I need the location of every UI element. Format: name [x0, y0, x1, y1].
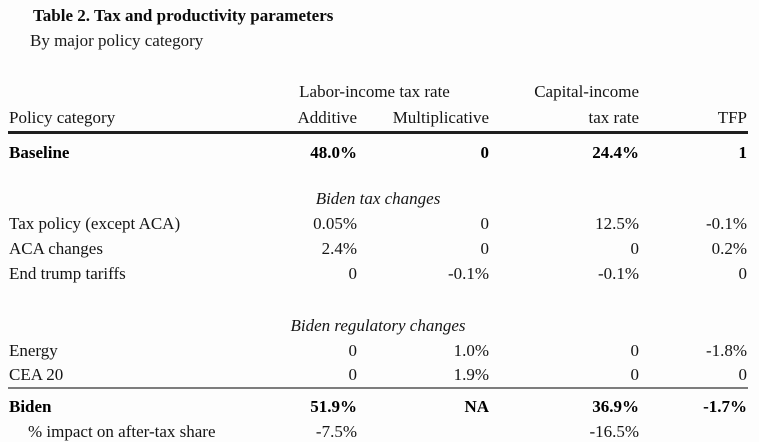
additive-cell: 0.05%: [313, 214, 357, 234]
additive-cell: 0: [348, 264, 358, 284]
table-row-cea-20: CEA 20 0 1.9% 0 0: [8, 361, 749, 389]
multiplicative-cell: -0.1%: [447, 264, 490, 284]
tfp-cell: 0: [640, 361, 749, 389]
capital-cell: 0: [490, 361, 641, 389]
additive-cell: 2.4%: [321, 239, 357, 259]
policy-category-header: Policy category: [8, 102, 280, 134]
table-row-impact-after-tax-share: % impact on after-tax share -7.5% -16.5%: [8, 417, 748, 442]
table-row-biden-total: Biden 51.9% NA 36.9% -1.7%: [8, 388, 748, 417]
additive-header: Additive: [280, 102, 358, 134]
empty-cell: [640, 74, 748, 102]
multiplicative-cell: 0: [480, 239, 490, 259]
tfp-cell: [640, 417, 748, 442]
tfp-cell: -1.8%: [705, 341, 748, 361]
tfp-cell: 1: [738, 143, 748, 163]
capital-cell: -16.5%: [589, 422, 640, 442]
capital-cell: 36.9%: [592, 397, 640, 417]
policy-cell: ACA changes: [9, 239, 103, 259]
tfp-cell: 0.2%: [711, 239, 748, 259]
table-row-baseline: Baseline 48.0% 0 24.4% 1: [8, 133, 748, 164]
multiplicative-cell: 1.0%: [453, 341, 490, 361]
additive-cell: 48.0%: [310, 143, 357, 163]
multiplicative-header: Multiplicative: [358, 102, 491, 134]
policy-cell: Energy: [9, 341, 58, 361]
tax-productivity-parameters-table: Labor-income tax rate Capital-income Pol…: [8, 74, 749, 442]
spacer-row: [8, 284, 748, 311]
policy-cell: Tax policy (except ACA): [9, 214, 181, 234]
additive-cell: 0: [348, 341, 358, 361]
section-row-biden-tax-changes: Biden tax changes: [8, 184, 748, 209]
multiplicative-cell: [358, 417, 490, 442]
capital-cell: 12.5%: [595, 214, 640, 234]
policy-cell: % impact on after-tax share: [28, 422, 216, 442]
policy-cell: End trump tariffs: [9, 264, 126, 284]
section-header: Biden regulatory changes: [290, 316, 466, 336]
additive-cell: -7.5%: [315, 422, 357, 442]
table-row-energy: Energy 0 1.0% 0 -1.8%: [8, 336, 748, 361]
capital-cell: -0.1%: [597, 264, 640, 284]
header-group-row: Labor-income tax rate Capital-income: [8, 74, 748, 102]
capital-cell: 0: [630, 341, 640, 361]
policy-cell: CEA 20: [8, 361, 280, 389]
tfp-header: TFP: [640, 102, 749, 134]
multiplicative-cell: 0: [480, 143, 490, 163]
multiplicative-cell: 0: [480, 214, 490, 234]
policy-cell: Biden: [9, 397, 52, 417]
capital-income-header-line2: tax rate: [490, 102, 641, 134]
table-title: Table 2. Tax and productivity parameters: [33, 6, 334, 25]
additive-cell: 0: [280, 361, 358, 389]
table-row-end-trump-tariffs: End trump tariffs 0 -0.1% -0.1% 0: [8, 259, 748, 284]
spacer-row: [8, 163, 748, 184]
table-subtitle: By major policy category: [30, 31, 204, 50]
multiplicative-cell: 1.9%: [358, 361, 491, 389]
section-header: Biden tax changes: [315, 189, 441, 209]
table-row-tax-policy: Tax policy (except ACA) 0.05% 0 12.5% -0…: [8, 209, 748, 234]
labor-income-group-header: Labor-income tax rate: [299, 82, 450, 102]
tfp-cell: -1.7%: [703, 397, 748, 417]
section-row-biden-regulatory-changes: Biden regulatory changes: [8, 311, 748, 336]
table-row-aca-changes: ACA changes 2.4% 0 0 0.2%: [8, 234, 748, 259]
capital-income-header-line1: Capital-income: [534, 82, 640, 102]
header-row: Policy category Additive Multiplicative …: [8, 102, 749, 134]
empty-cell: [8, 74, 280, 102]
additive-cell: 51.9%: [310, 397, 357, 417]
multiplicative-cell: NA: [464, 397, 490, 417]
tfp-cell: 0: [738, 264, 748, 284]
tfp-cell: -0.1%: [705, 214, 748, 234]
capital-cell: 0: [630, 239, 640, 259]
policy-cell: Baseline: [9, 143, 70, 163]
capital-cell: 24.4%: [592, 143, 640, 163]
